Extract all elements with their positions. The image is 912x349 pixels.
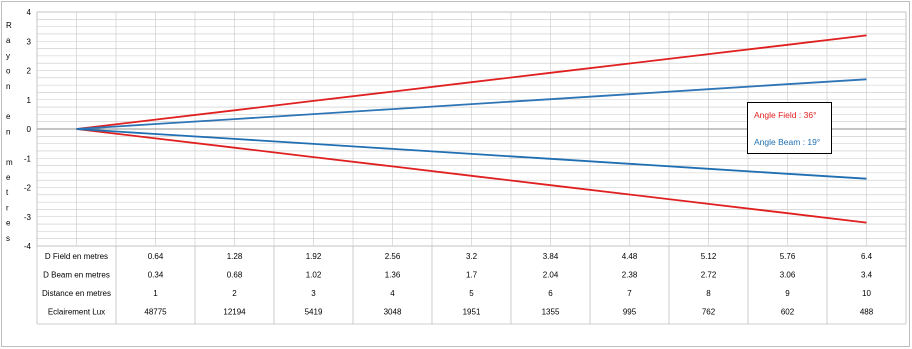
table-cell: 1 — [153, 289, 158, 298]
legend-field-label: Angle Field : 36° — [754, 110, 817, 120]
table-cell: 6 — [548, 289, 553, 298]
y-tick-label: -1 — [24, 154, 32, 163]
table-cell: 12194 — [223, 308, 246, 317]
y-tick-label: 1 — [27, 96, 32, 105]
y-tick-label: 0 — [27, 125, 32, 134]
table-cell: 2.72 — [701, 271, 717, 280]
y-tick-label: 3 — [27, 37, 32, 46]
series-line — [76, 128, 867, 180]
table-row-label: Eclairement Lux — [48, 308, 105, 317]
table-cell: 3048 — [384, 308, 402, 317]
y-axis-label-char: t — [6, 188, 9, 197]
table-cell: 0.64 — [148, 252, 164, 261]
y-axis-label-char: m — [6, 158, 13, 167]
table-cell: 3.06 — [780, 271, 796, 280]
y-axis-label-char: y — [6, 51, 10, 60]
y-axis-label-char: e — [6, 173, 11, 182]
table-cell: 2 — [232, 289, 237, 298]
table-row-label: Distance en metres — [42, 289, 111, 298]
series-line — [76, 34, 867, 130]
table-cell: 3 — [311, 289, 316, 298]
y-axis-label-char: n — [6, 82, 10, 91]
table-cell: 48775 — [144, 308, 167, 317]
y-axis-label-char: s — [6, 234, 10, 243]
table-cell: 1.7 — [466, 271, 478, 280]
table-cell: 1951 — [463, 308, 481, 317]
table-cell: 2.04 — [543, 271, 559, 280]
y-tick-label: -4 — [24, 242, 32, 251]
y-axis-label-char: e — [6, 112, 11, 121]
table-cell: 10 — [862, 289, 871, 298]
table-cell: 4.48 — [622, 252, 638, 261]
y-axis-label-char: e — [6, 219, 11, 228]
table-cell: 0.34 — [148, 271, 164, 280]
table-cell: 602 — [781, 308, 795, 317]
table-cell: 3.84 — [543, 252, 559, 261]
table-cell: 2.38 — [622, 271, 638, 280]
table-row-label: D Beam en metres — [43, 271, 110, 280]
table-cell: 1.28 — [227, 252, 243, 261]
table-cell: 5419 — [305, 308, 323, 317]
series-line — [76, 128, 867, 224]
table-cell: 762 — [702, 308, 716, 317]
table-cell: 1.02 — [306, 271, 322, 280]
table-cell: 5.76 — [780, 252, 796, 261]
table-cell: 6.4 — [861, 252, 873, 261]
table-cell: 488 — [860, 308, 874, 317]
table-cell: 3.4 — [861, 271, 873, 280]
y-tick-label: -3 — [24, 213, 32, 222]
table-cell: 0.68 — [227, 271, 243, 280]
table-cell: 9 — [785, 289, 790, 298]
legend: Angle Field : 36° Angle Beam : 19° — [747, 102, 832, 154]
y-axis-label-char: a — [6, 36, 11, 45]
table-row-label: D Field en metres — [45, 252, 108, 261]
table-cell: 1355 — [542, 308, 560, 317]
y-tick-label: 2 — [27, 67, 32, 76]
legend-beam-label: Angle Beam : 19° — [754, 137, 821, 147]
table-cell: 5 — [469, 289, 474, 298]
series-line — [76, 78, 867, 130]
table-cell: 995 — [623, 308, 637, 317]
y-tick-label: -2 — [24, 184, 32, 193]
table-cell: 7 — [627, 289, 632, 298]
table-cell: 8 — [706, 289, 711, 298]
y-axis-label-char: r — [6, 203, 9, 212]
y-tick-label: 4 — [27, 8, 32, 17]
table-cell: 1.92 — [306, 252, 322, 261]
table-cell: 4 — [390, 289, 395, 298]
table-cell: 2.56 — [385, 252, 401, 261]
table-cell: 1.36 — [385, 271, 401, 280]
y-axis-label-char: o — [6, 67, 11, 76]
table-cell: 3.2 — [466, 252, 478, 261]
y-axis-label-char: n — [6, 127, 10, 136]
y-axis-label-char: R — [6, 21, 12, 30]
table-cell: 5.12 — [701, 252, 717, 261]
